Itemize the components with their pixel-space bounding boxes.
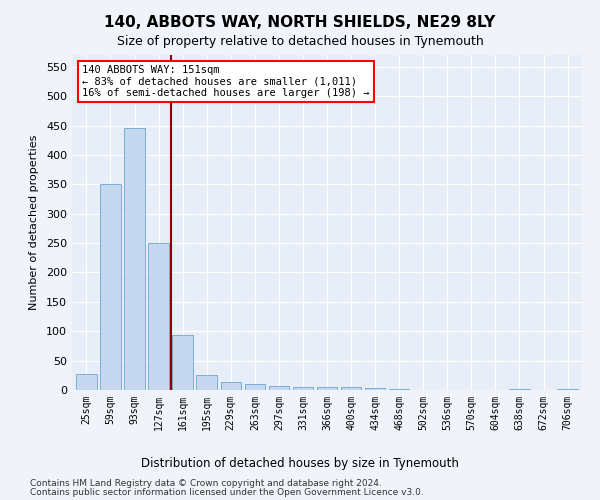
Bar <box>172 336 193 390</box>
Bar <box>317 387 337 390</box>
Bar <box>269 386 289 390</box>
Text: 140, ABBOTS WAY, NORTH SHIELDS, NE29 8LY: 140, ABBOTS WAY, NORTH SHIELDS, NE29 8LY <box>104 15 496 30</box>
Text: Size of property relative to detached houses in Tynemouth: Size of property relative to detached ho… <box>116 35 484 48</box>
Text: Contains public sector information licensed under the Open Government Licence v3: Contains public sector information licen… <box>30 488 424 497</box>
Bar <box>100 184 121 390</box>
Text: Contains HM Land Registry data © Crown copyright and database right 2024.: Contains HM Land Registry data © Crown c… <box>30 479 382 488</box>
Bar <box>293 387 313 390</box>
Bar <box>148 243 169 390</box>
Bar <box>76 374 97 390</box>
Bar <box>124 128 145 390</box>
Bar <box>221 382 241 390</box>
Bar <box>245 384 265 390</box>
Bar <box>196 376 217 390</box>
Bar <box>509 389 530 390</box>
Text: 140 ABBOTS WAY: 151sqm
← 83% of detached houses are smaller (1,011)
16% of semi-: 140 ABBOTS WAY: 151sqm ← 83% of detached… <box>82 65 370 98</box>
Bar <box>341 387 361 390</box>
Y-axis label: Number of detached properties: Number of detached properties <box>29 135 39 310</box>
Text: Distribution of detached houses by size in Tynemouth: Distribution of detached houses by size … <box>141 456 459 469</box>
Bar <box>557 389 578 390</box>
Bar <box>365 388 385 390</box>
